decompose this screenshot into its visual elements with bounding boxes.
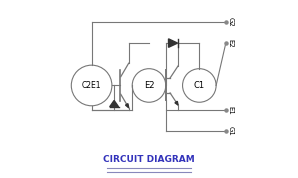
Text: E2: E2 <box>228 39 234 48</box>
Polygon shape <box>110 100 119 107</box>
Text: E2: E2 <box>144 81 154 90</box>
Polygon shape <box>125 104 129 108</box>
Text: G2: G2 <box>228 17 234 27</box>
Text: C1: C1 <box>194 81 205 90</box>
Polygon shape <box>175 101 178 105</box>
Polygon shape <box>168 39 178 47</box>
Text: E1: E1 <box>228 106 234 115</box>
Text: C2E1: C2E1 <box>82 81 101 90</box>
Text: CIRCUIT DIAGRAM: CIRCUIT DIAGRAM <box>103 155 195 164</box>
Text: G1: G1 <box>228 126 234 136</box>
